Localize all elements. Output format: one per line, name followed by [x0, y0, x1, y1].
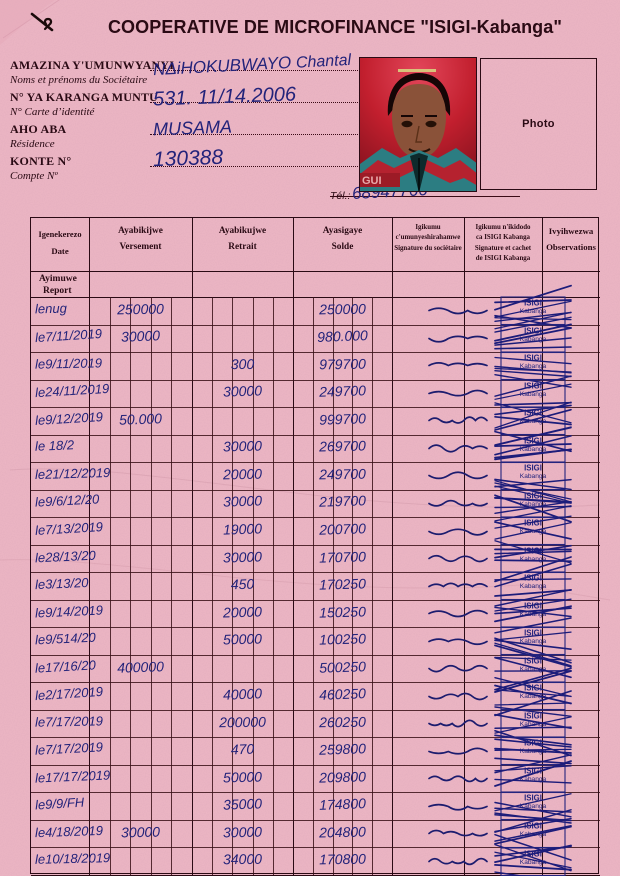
svg-text:ISIGI: ISIGI: [524, 684, 542, 693]
svg-text:GUI: GUI: [362, 175, 382, 187]
svg-text:Kabanga: Kabanga: [520, 583, 547, 590]
svg-text:ISIGI: ISIGI: [524, 711, 542, 720]
svg-text:ISIGI: ISIGI: [524, 463, 542, 472]
svg-text:ISIGI: ISIGI: [524, 656, 542, 665]
svg-text:Kabanga: Kabanga: [520, 555, 547, 562]
svg-text:Kabanga: Kabanga: [520, 473, 547, 480]
